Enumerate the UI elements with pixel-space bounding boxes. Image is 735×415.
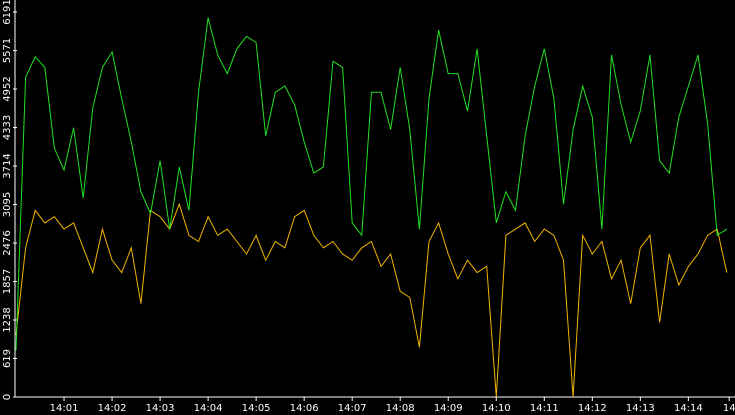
y-tick-label: 2476 xyxy=(2,230,13,255)
x-tick-label: 14:14 xyxy=(674,403,703,414)
x-tick-label: 14:09 xyxy=(434,403,463,414)
x-tick-label: 14:11 xyxy=(530,403,559,414)
y-tick-label: 6191 xyxy=(2,0,13,25)
y-tick-label: 4952 xyxy=(2,76,13,101)
y-tick-label: 1238 xyxy=(2,307,13,332)
y-tick-label: 4333 xyxy=(2,115,13,140)
x-tick-label: 14:04 xyxy=(194,403,223,414)
series-line xyxy=(15,202,728,398)
x-tick-label: 14:02 xyxy=(98,403,127,414)
y-tick-label: 5571 xyxy=(2,38,13,63)
x-tick-label: 14:06 xyxy=(290,403,319,414)
y-tick-label: 1857 xyxy=(2,269,13,294)
x-tick-label: 14:07 xyxy=(338,403,367,414)
y-tick-label: 3095 xyxy=(2,192,13,217)
x-tick-label: 14:01 xyxy=(50,403,79,414)
y-tick-label: 0 xyxy=(2,394,13,400)
x-tick-label: 14:10 xyxy=(482,403,511,414)
x-tick-label: 14 xyxy=(723,403,735,414)
x-tick-label: 14:05 xyxy=(242,403,271,414)
series-line xyxy=(15,17,728,351)
x-tick-label: 14:13 xyxy=(626,403,655,414)
y-tick-label: 3714 xyxy=(2,153,13,178)
x-tick-label: 14:12 xyxy=(578,403,607,414)
x-tick-label: 14:03 xyxy=(146,403,175,414)
x-tick-label: 14:08 xyxy=(386,403,415,414)
y-tick-label: 619 xyxy=(2,349,13,368)
